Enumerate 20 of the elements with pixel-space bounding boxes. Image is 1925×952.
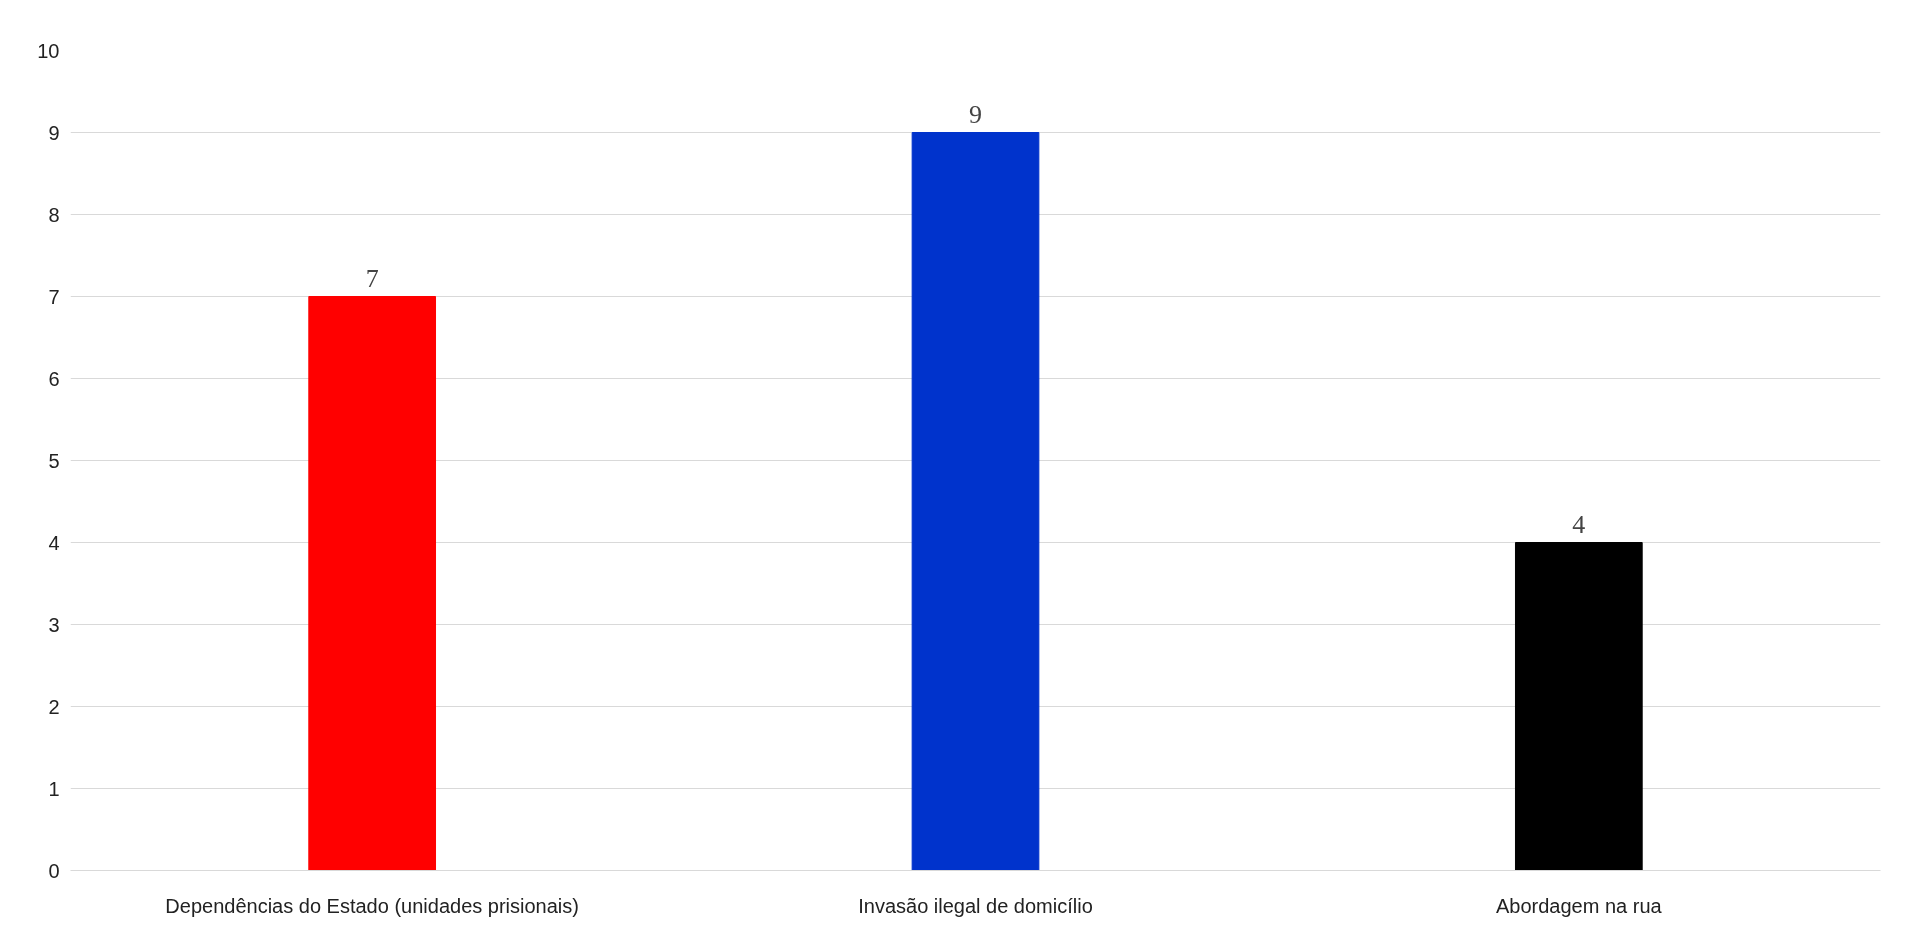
y-tick-label: 5 bbox=[48, 449, 60, 472]
bar bbox=[911, 132, 1040, 871]
y-tick-label: 6 bbox=[48, 367, 60, 390]
data-label: 7 bbox=[365, 263, 379, 293]
bar bbox=[1514, 542, 1643, 871]
x-tick-label: Abordagem na rua bbox=[1496, 894, 1663, 917]
x-tick-label: Invasão ilegal de domicílio bbox=[858, 894, 1093, 917]
y-tick-label: 8 bbox=[48, 203, 60, 226]
y-tick-label: 1 bbox=[48, 777, 60, 800]
y-tick-label: 4 bbox=[48, 531, 60, 554]
y-tick-label: 2 bbox=[48, 695, 60, 718]
bar bbox=[308, 296, 437, 871]
data-label: 9 bbox=[969, 99, 982, 129]
y-tick-label: 3 bbox=[48, 613, 60, 636]
y-tick-label: 7 bbox=[48, 285, 60, 308]
data-label: 4 bbox=[1572, 509, 1586, 539]
x-tick-label: Dependências do Estado (unidades prisionais) bbox=[165, 894, 579, 917]
y-tick-label: 10 bbox=[37, 39, 60, 62]
y-tick-label: 9 bbox=[48, 121, 60, 144]
y-tick-label: 0 bbox=[48, 859, 60, 882]
